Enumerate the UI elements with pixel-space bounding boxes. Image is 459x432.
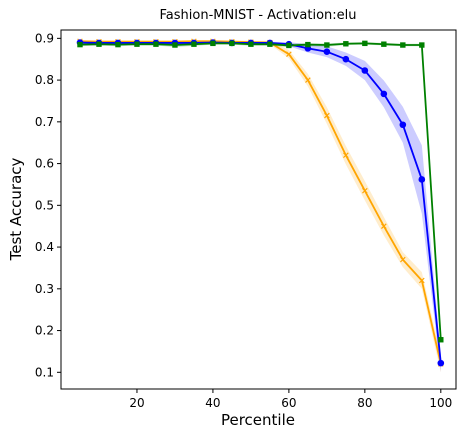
series-3-point [267,41,273,47]
series-2-band [79,41,441,373]
series-3-point [77,41,83,48]
series-1-point [324,112,330,119]
series-2-point [437,359,445,367]
series-1-point [362,187,368,194]
x-tick-label: 60 [281,396,296,410]
series-3-point [210,40,216,47]
series-2-point [418,176,426,183]
x-axis-label: Percentile [221,411,295,429]
y-tick-label: 0.5 [35,198,54,212]
series-1-point [286,51,292,58]
series-3-point [96,41,102,47]
series-2-point [323,48,331,56]
y-axis-label: Test Accuracy [7,157,25,261]
series-3-point [115,41,121,48]
series-3-point [343,41,349,47]
series-3-point [172,42,178,48]
y-tick-label: 0.3 [35,282,54,296]
series-3-point [229,40,235,47]
y-tick-label: 0.2 [35,324,54,338]
series-3-point [400,42,406,48]
y-tick-label: 0.4 [35,240,54,254]
series-3-point [248,41,254,47]
x-axis: 20 40 60 80 100 [129,389,452,410]
series-3-point [438,337,444,343]
confidence-bands [79,40,441,373]
x-tick-label: 80 [357,396,372,410]
series-1-point [418,277,425,284]
series-3-point [191,41,197,47]
y-tick-label: 0.9 [35,31,54,45]
series-2-point [361,67,369,74]
series-1-band [79,40,441,373]
series-2-point [342,55,350,63]
y-tick-label: 0.8 [35,73,54,87]
series-3-point [324,42,330,48]
series-3-point [419,42,425,48]
series-3-line [79,42,442,340]
series-3-point [153,41,159,47]
x-tick-label: 40 [205,396,220,410]
series-3-point [305,41,311,48]
series-3-point [362,40,368,47]
series-3-point [381,41,387,47]
y-axis: 0.1 0.2 0.3 0.4 0.5 0.6 0.7 0.8 0.9 [35,31,61,379]
chart-title: Fashion-MNIST - Activation:elu [160,8,357,23]
y-tick-label: 0.1 [35,365,54,379]
series-1-point [305,77,311,83]
y-tick-label: 0.6 [35,157,54,171]
series-markers [76,38,445,367]
series-2-point [380,90,388,98]
series-3-point [286,42,292,49]
y-tick-label: 0.7 [35,115,54,129]
series-2-point [399,121,407,129]
series-3-point [134,41,140,47]
series-1-point [400,256,406,263]
series-1-point [381,223,387,230]
plot-frame [60,29,457,390]
series-1-point [343,152,349,159]
x-tick-label: 20 [129,396,144,410]
x-tick-label: 100 [429,396,452,410]
